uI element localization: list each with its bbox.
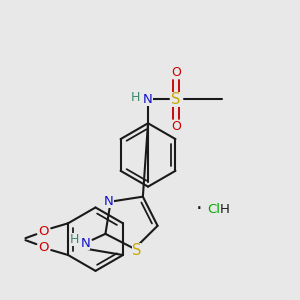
Text: H: H [219, 203, 229, 216]
Text: O: O [38, 225, 49, 238]
Text: S: S [132, 243, 141, 258]
Text: N: N [104, 195, 113, 208]
Text: N: N [143, 93, 153, 106]
Text: O: O [38, 241, 49, 254]
Text: O: O [171, 120, 181, 133]
Text: N: N [81, 237, 91, 250]
Text: ·: · [196, 200, 203, 219]
Text: O: O [171, 66, 181, 79]
Text: H: H [130, 91, 140, 104]
Text: S: S [171, 92, 180, 107]
Text: Cl: Cl [207, 203, 220, 216]
Text: H: H [70, 233, 80, 246]
